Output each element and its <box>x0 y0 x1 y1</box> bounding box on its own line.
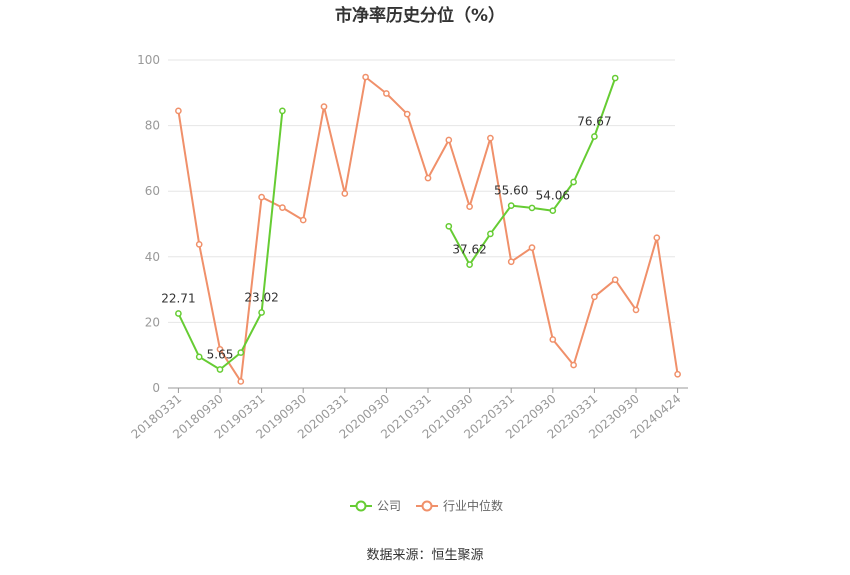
series-point-1 <box>195 240 203 248</box>
series-point-0 <box>528 204 536 212</box>
y-tick-label: 0 <box>152 381 160 395</box>
series-point-1 <box>320 103 328 110</box>
data-label: 22.71 <box>161 292 195 306</box>
source-note: 数据来源：恒生聚源 <box>366 548 483 563</box>
series-point-0 <box>487 230 494 238</box>
y-axis: 0 20 40 60 80 100 <box>137 53 160 395</box>
legend-marker <box>355 500 367 512</box>
y-tick-label: 20 <box>145 315 160 329</box>
series-point-1 <box>237 378 245 385</box>
series-point-1 <box>279 204 286 211</box>
series-point-1 <box>216 345 224 353</box>
series-point-0 <box>549 207 557 215</box>
series-point-0 <box>175 310 182 317</box>
data-label: 37.62 <box>452 243 486 257</box>
grid-lines <box>168 59 675 323</box>
data-labels: 22.71 5.65 23.02 37.62 55.60 54.06 76.67 <box>161 115 611 362</box>
series-point-1 <box>653 234 661 242</box>
series-point-1 <box>341 190 349 197</box>
series-point-1 <box>549 336 557 343</box>
series-point-0 <box>237 349 245 356</box>
legend[interactable]: 公司 行业中位数 <box>350 498 503 513</box>
legend-item-1[interactable]: 行业中位数 <box>416 498 503 513</box>
series-point-0 <box>279 107 286 115</box>
series-point-0 <box>216 366 224 373</box>
series-point-1 <box>507 258 515 266</box>
y-tick-label: 80 <box>145 119 160 133</box>
series-points <box>175 73 681 385</box>
series-point-0 <box>445 222 453 230</box>
series-point-1 <box>528 244 536 251</box>
series-point-1 <box>445 136 453 144</box>
series-point-1 <box>591 293 598 301</box>
data-label: 23.02 <box>244 290 278 304</box>
legend-item-0[interactable]: 公司 <box>350 499 401 513</box>
series-point-1 <box>299 216 307 224</box>
series-point-1 <box>175 107 182 115</box>
series-point-1 <box>632 306 640 314</box>
data-label: 55.60 <box>494 184 528 198</box>
series-point-1 <box>258 193 265 201</box>
data-label: 5.65 <box>207 347 234 361</box>
series-point-1 <box>424 174 432 182</box>
series-point-0 <box>195 353 203 361</box>
series-point-1 <box>570 361 577 369</box>
legend-marker <box>421 500 433 512</box>
series-point-1 <box>487 134 494 142</box>
series-point-0 <box>570 178 577 186</box>
y-tick-label: 100 <box>137 53 160 67</box>
legend-label: 行业中位数 <box>443 498 503 513</box>
data-label: 54.06 <box>536 189 570 203</box>
series-point-1 <box>674 370 681 378</box>
series-point-0 <box>507 202 515 209</box>
series-point-0 <box>466 261 473 268</box>
y-tick-label: 40 <box>145 250 160 264</box>
series-point-1 <box>611 276 619 284</box>
series-point-1 <box>362 73 369 81</box>
series-point-1 <box>466 203 473 210</box>
data-label: 76.67 <box>577 115 611 129</box>
series-point-1 <box>403 110 411 118</box>
series-point-1 <box>383 90 390 97</box>
series-point-0 <box>258 309 265 316</box>
legend-label: 公司 <box>377 499 401 513</box>
x-axis: 2018033120180930201903312019093020200331… <box>129 387 688 442</box>
y-tick-label: 60 <box>145 184 160 198</box>
series-point-0 <box>611 74 619 82</box>
series-point-0 <box>591 133 598 140</box>
chart-title: 市净率历史分位（%） <box>335 5 505 26</box>
